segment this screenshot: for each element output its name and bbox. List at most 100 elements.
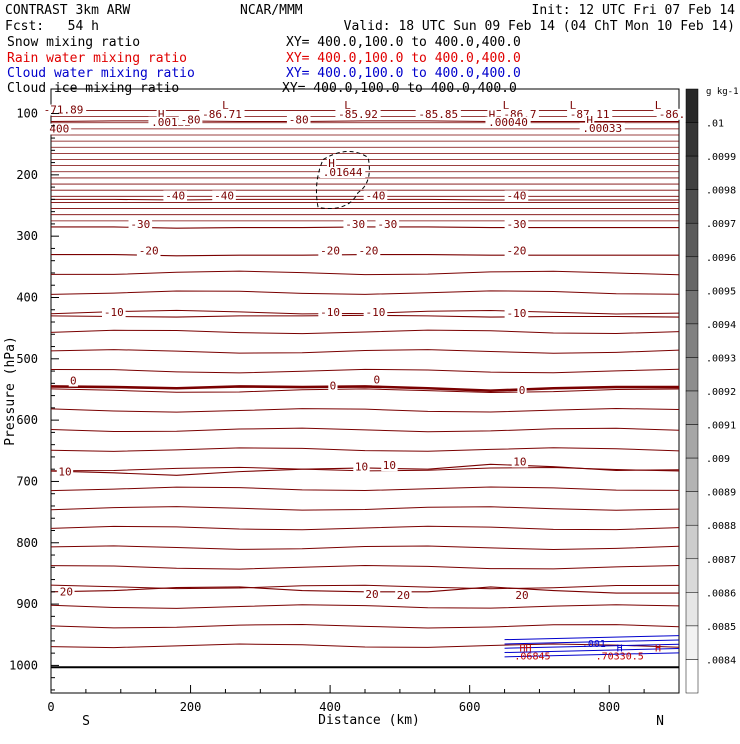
label-bg — [517, 384, 527, 396]
model-title: CONTRAST 3km ARW — [5, 3, 130, 18]
contour-label: 20 — [365, 588, 378, 601]
background-isotherm — [50, 506, 680, 511]
contour-label: -71.89 — [44, 104, 84, 117]
y-tick-label: 100 — [16, 107, 38, 121]
surface-label: H — [655, 643, 661, 654]
label-bg — [220, 100, 231, 112]
label-bg — [136, 245, 161, 257]
label-bg — [58, 586, 75, 598]
colorbar-swatch — [685, 88, 699, 123]
colorbar-label: .0096 — [706, 253, 736, 264]
label-bg — [415, 108, 461, 120]
field-xy-rain: XY= 400.0,100.0 to 400.0,400.0 — [286, 51, 521, 66]
colorbar-label: .0092 — [706, 387, 736, 398]
background-isotherm — [50, 564, 680, 570]
x-tick-label: 0 — [47, 700, 54, 714]
background-isotherm — [50, 486, 680, 492]
colorbar-label: .0095 — [706, 286, 736, 297]
colorbar-swatch — [685, 256, 699, 291]
contour-label: H — [489, 108, 496, 121]
background-isotherm — [50, 427, 680, 433]
label-bg — [504, 219, 529, 231]
label-bg — [511, 456, 529, 468]
colorbar-label: .0087 — [706, 555, 736, 566]
contour-label: -20 — [139, 245, 159, 258]
label-bg — [356, 245, 381, 257]
temperature-contour-0 — [50, 385, 679, 392]
colorbar-label: .0093 — [706, 353, 736, 364]
cloud-water-contour — [504, 648, 680, 654]
colorbar-swatch — [685, 491, 699, 526]
contour-label: -10 — [366, 306, 386, 319]
colorbar: .01 .0099 .0098 .0097 .0096 .0095 .0094 .0093 .0… — [685, 87, 739, 694]
contour-label: -80 — [289, 113, 309, 126]
y-tick-label: 1000 — [9, 658, 38, 672]
colorbar-swatch — [685, 659, 699, 694]
colorbar-label: .0097 — [706, 219, 736, 230]
label-bg — [500, 108, 539, 120]
label-bg — [56, 466, 74, 478]
contour-label: -40 — [165, 189, 185, 202]
colorbar-label: .0089 — [706, 488, 736, 499]
background-isotherm — [50, 368, 680, 374]
surface-label: HH — [519, 643, 531, 654]
institution-label: NCAR/MMM — [240, 3, 303, 18]
snow-contour — [315, 151, 370, 209]
contour-label: -40 — [214, 189, 234, 202]
label-bg — [156, 108, 166, 120]
contour-label: 10 — [383, 459, 396, 472]
y-tick-label: 500 — [16, 352, 38, 366]
background-isotherm — [50, 623, 680, 629]
label-bg — [342, 100, 353, 112]
background-isotherm — [50, 408, 680, 413]
contour-label: -85.92 — [338, 108, 378, 121]
cloud-water-contour — [504, 635, 680, 641]
background-isotherm — [50, 447, 680, 452]
label-bg — [326, 157, 337, 169]
label-bg — [68, 375, 78, 387]
label-bg — [513, 590, 531, 602]
x-tick-label: 200 — [180, 700, 202, 714]
init-time: Init: 12 UTC Fri 07 Feb 14 — [532, 3, 736, 18]
valid-time: Valid: 18 UTC Sun 09 Feb 14 (04 ChT Mon … — [344, 19, 735, 34]
colorbar-swatch — [685, 592, 699, 627]
label-bg — [40, 104, 87, 116]
contour-label: L — [655, 99, 662, 112]
label-bg — [363, 190, 388, 202]
colorbar-swatch — [685, 323, 699, 358]
contour-label: L — [570, 99, 577, 112]
contour-label: -30 — [506, 218, 526, 231]
contour-label: .00033 — [582, 122, 622, 135]
contour-label: 0 — [330, 379, 337, 392]
background-isotherm — [50, 545, 680, 550]
y-tick-label: 300 — [16, 229, 38, 243]
contour-label: 0 — [70, 375, 77, 388]
x-axis-label: Distance (km) — [318, 713, 420, 728]
contour-label: -40 — [366, 189, 386, 202]
label-bg — [579, 122, 625, 134]
y-tick-label: 200 — [16, 168, 38, 182]
y-tick-label: 400 — [16, 290, 38, 304]
label-bg — [102, 306, 126, 318]
label-bg — [343, 219, 368, 231]
colorbar-label: .0085 — [706, 622, 736, 633]
forecast-hour: Fcst: 54 h — [5, 19, 99, 34]
surface-label: .06845 — [514, 651, 550, 662]
colorbar-swatch — [685, 122, 699, 157]
contour-label: 20 — [60, 586, 73, 599]
colorbar-label: .009 — [706, 454, 730, 465]
label-bg — [504, 308, 529, 320]
contour-label: 400 — [49, 123, 69, 136]
contour-label: H — [158, 108, 165, 121]
field-xy-snow: XY= 400.0,100.0 to 400.0,400.0 — [286, 35, 521, 50]
contour-label: 10 — [58, 465, 71, 478]
label-bg — [585, 114, 595, 126]
contour-label: -20 — [359, 245, 379, 258]
label-bg — [567, 108, 613, 120]
label-bg — [128, 219, 153, 231]
colorbar-unit: g kg-1 — [706, 87, 739, 97]
cloud-water-contour — [504, 643, 680, 649]
colorbar-label: .0086 — [706, 588, 736, 599]
